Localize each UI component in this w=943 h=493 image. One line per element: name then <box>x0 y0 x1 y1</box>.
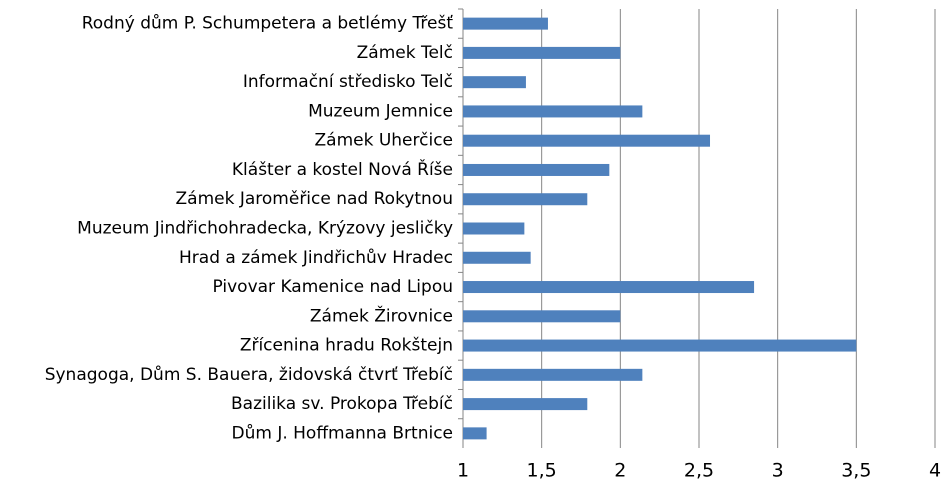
y-tick-label: Rodný dům P. Schumpetera a betlémy Třešť <box>82 14 454 34</box>
y-tick-label: Pivovar Kamenice nad Lipou <box>213 277 453 297</box>
x-tick-label: 2,5 <box>684 460 714 482</box>
bar <box>463 222 525 235</box>
bar <box>463 368 643 381</box>
y-tick-label: Zámek Uherčice <box>315 131 454 151</box>
x-tick-label: 3 <box>772 460 784 482</box>
y-tick-label: Informační středisko Telč <box>243 72 453 92</box>
y-tick-label: Muzeum Jindřichohradecka, Krýzovy jeslič… <box>77 219 453 239</box>
y-tick-label: Zámek Telč <box>357 43 453 63</box>
x-tick-label: 2 <box>614 460 626 482</box>
y-tick-label: Klášter a kostel Nová Říše <box>232 158 453 180</box>
y-tick-label: Bazilika sv. Prokopa Třebíč <box>231 394 453 414</box>
y-tick-label: Hrad a zámek Jindřichův Hradec <box>179 248 453 268</box>
bar <box>463 398 588 411</box>
bar <box>463 46 621 59</box>
bar <box>463 193 588 206</box>
y-tick-label: Dům J. Hoffmanna Brtnice <box>231 423 453 443</box>
bar <box>463 339 857 352</box>
y-tick-label: Muzeum Jemnice <box>308 101 453 121</box>
bar <box>463 251 531 264</box>
bar <box>463 427 487 440</box>
x-tick-label: 1 <box>457 460 469 482</box>
bar <box>463 76 526 89</box>
bar <box>463 17 548 30</box>
x-tick-label: 1,5 <box>527 460 557 482</box>
y-tick-label: Zámek Jaroměřice nad Rokytnou <box>176 189 453 209</box>
bar <box>463 163 610 176</box>
x-tick-label: 4 <box>929 460 941 482</box>
bar <box>463 281 755 294</box>
x-tick-label: 3,5 <box>841 460 871 482</box>
bar <box>463 134 711 147</box>
y-tick-label: Synagoga, Dům S. Bauera, židovská čtvrť … <box>45 365 453 385</box>
y-tick-label: Zámek Žirovnice <box>310 304 453 326</box>
y-tick-label: Zřícenina hradu Rokštejn <box>240 336 453 356</box>
bar <box>463 105 643 118</box>
bar <box>463 310 621 323</box>
